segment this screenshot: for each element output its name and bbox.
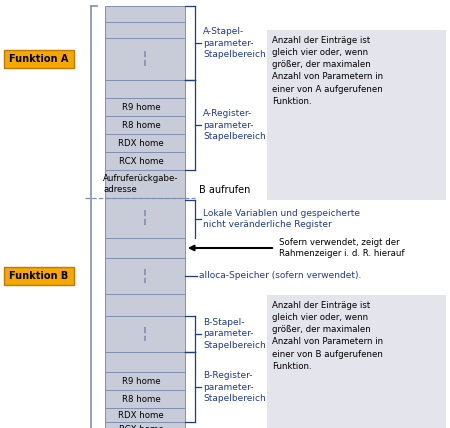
Text: Funktion A: Funktion A	[9, 54, 69, 64]
Bar	[105, 352, 185, 372]
Bar	[105, 258, 185, 294]
Bar	[105, 390, 185, 408]
Bar	[105, 134, 185, 152]
Bar	[105, 116, 185, 134]
Text: Sofern verwendet, zeigt der
Rahmenzeiger i. d. R. hierauf: Sofern verwendet, zeigt der Rahmenzeiger…	[279, 238, 405, 259]
Text: R9 home: R9 home	[122, 102, 160, 112]
Bar	[105, 152, 185, 170]
Text: Funktion B: Funktion B	[9, 271, 68, 281]
Bar	[105, 80, 185, 98]
Text: Aufruferückgabe-
adresse: Aufruferückgabe- adresse	[103, 174, 179, 194]
Bar	[105, 38, 185, 80]
Bar	[4, 50, 74, 68]
Text: R8 home: R8 home	[122, 121, 160, 130]
Text: RDX home: RDX home	[118, 410, 164, 419]
Text: B-Register-
parameter-
Stapelbereich: B-Register- parameter- Stapelbereich	[203, 372, 266, 403]
Bar	[105, 170, 185, 198]
Text: Anzahl der Einträge ist
gleich vier oder, wenn
größer, der maximalen
Anzahl von : Anzahl der Einträge ist gleich vier oder…	[272, 36, 383, 106]
Bar	[105, 238, 185, 258]
Bar	[105, 422, 185, 428]
Bar	[105, 294, 185, 316]
Text: A-Register-
parameter-
Stapelbereich: A-Register- parameter- Stapelbereich	[203, 110, 266, 141]
Text: RDX home: RDX home	[118, 139, 164, 148]
Text: B aufrufen: B aufrufen	[199, 185, 250, 195]
Text: RCX home: RCX home	[119, 157, 163, 166]
Bar	[267, 30, 446, 200]
Text: Lokale Variablen und gespeicherte
nicht veränderliche Register: Lokale Variablen und gespeicherte nicht …	[203, 209, 360, 229]
Text: R8 home: R8 home	[122, 395, 160, 404]
Text: alloca-Speicher (sofern verwendet).: alloca-Speicher (sofern verwendet).	[199, 271, 361, 280]
Bar	[105, 6, 185, 22]
Bar	[105, 22, 185, 38]
Text: B-Stapel-
parameter-
Stapelbereich: B-Stapel- parameter- Stapelbereich	[203, 318, 266, 350]
Bar	[105, 198, 185, 238]
Bar	[105, 408, 185, 422]
Bar	[105, 372, 185, 390]
Text: Anzahl der Einträge ist
gleich vier oder, wenn
größer, der maximalen
Anzahl von : Anzahl der Einträge ist gleich vier oder…	[272, 301, 383, 371]
Bar	[105, 98, 185, 116]
Bar	[267, 295, 446, 428]
Text: RCX home: RCX home	[119, 425, 163, 428]
Text: A-Stapel-
parameter-
Stapelbereich: A-Stapel- parameter- Stapelbereich	[203, 27, 266, 59]
Bar	[4, 267, 74, 285]
Bar	[105, 316, 185, 352]
Text: R9 home: R9 home	[122, 377, 160, 386]
